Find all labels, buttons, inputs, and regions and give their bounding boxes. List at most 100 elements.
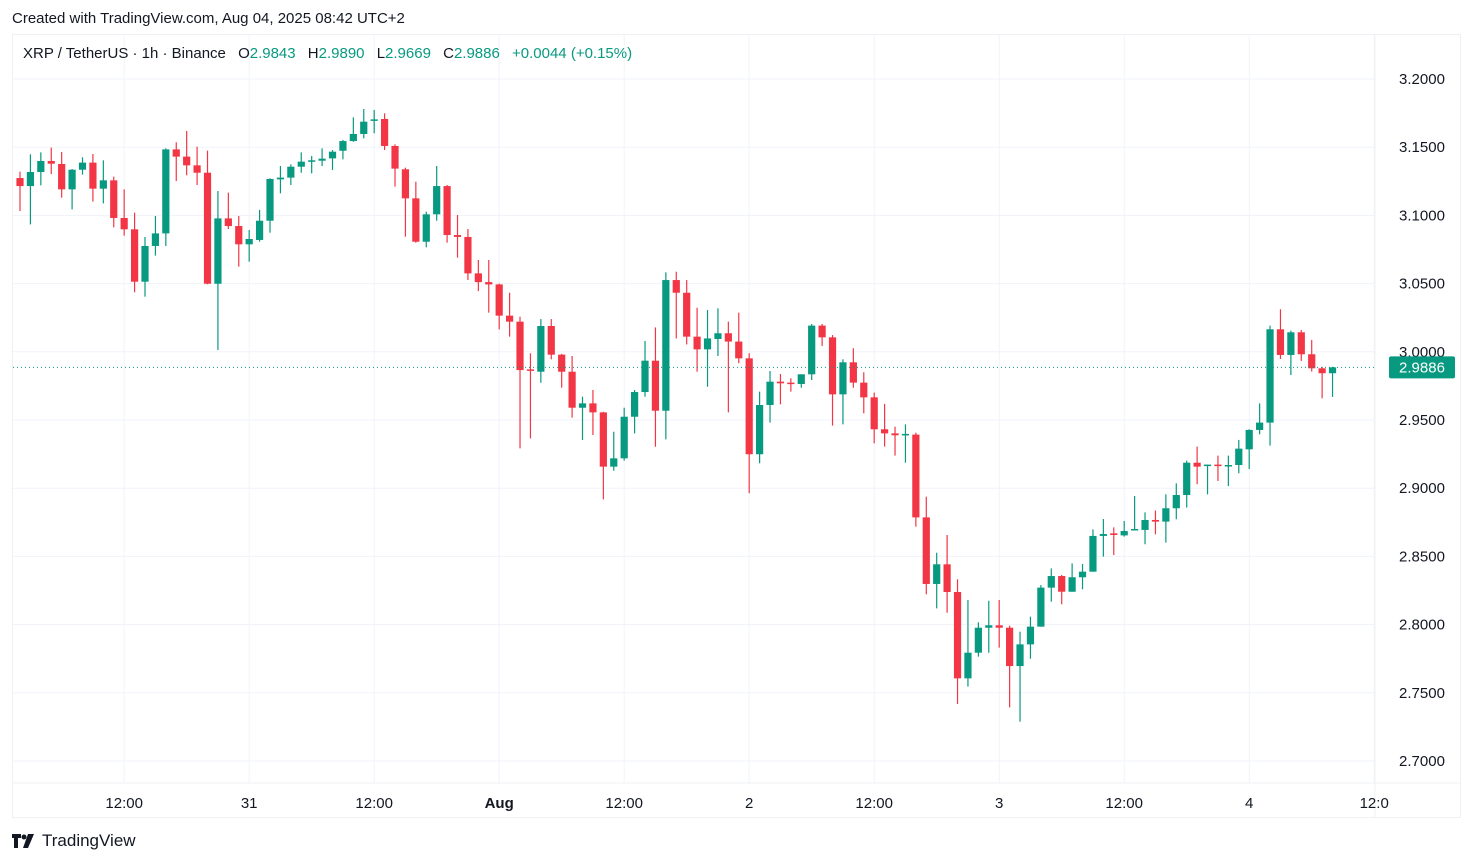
candle-body [849, 362, 857, 383]
candle [130, 212, 139, 293]
candle [849, 348, 857, 388]
candle [214, 190, 222, 351]
candle-body [58, 163, 66, 190]
candle [683, 280, 691, 345]
candle-body [776, 381, 785, 384]
candle-body [505, 315, 514, 322]
candle [78, 157, 87, 175]
price-tick-label: 2.7000 [1399, 753, 1445, 770]
candle-body [714, 333, 722, 339]
time-tick-label: 12:00 [1105, 795, 1143, 812]
candle-body [651, 360, 660, 411]
candle-body [255, 220, 264, 240]
candle [953, 579, 962, 704]
candle [776, 374, 785, 405]
last-price-badge [1389, 356, 1455, 379]
candle [162, 148, 170, 246]
candle [1172, 483, 1180, 520]
candle [714, 308, 722, 357]
candle [1006, 625, 1014, 708]
candle [589, 389, 597, 436]
candle [339, 139, 347, 160]
candle [99, 160, 107, 204]
candle [568, 356, 576, 418]
candle [599, 411, 607, 500]
candle-body [1078, 571, 1087, 578]
candle [1287, 330, 1295, 375]
candle-body [349, 133, 357, 142]
candle-body [68, 169, 76, 190]
candle-body [287, 166, 295, 178]
candle [1016, 631, 1024, 722]
candle-body [78, 162, 87, 170]
candle [547, 319, 555, 360]
candle [1214, 455, 1222, 481]
candle-body [360, 121, 368, 134]
candle-body [756, 404, 764, 455]
candle-body [1276, 329, 1285, 355]
candle [1058, 574, 1066, 605]
candle [193, 146, 201, 185]
candle-body [37, 160, 45, 173]
candle-body [662, 280, 670, 411]
candle [1318, 366, 1326, 399]
candle-body [130, 229, 139, 282]
candle [610, 431, 618, 471]
candle-body [495, 284, 503, 316]
candle-body [391, 145, 399, 169]
candle [1245, 429, 1253, 469]
candle-body [1318, 368, 1326, 374]
candle [349, 117, 357, 142]
high-value: 2.9890 [318, 45, 365, 62]
price-tick-label: 3.1500 [1399, 139, 1445, 156]
candle [183, 130, 191, 176]
candle-body [1131, 528, 1139, 531]
candle [89, 154, 97, 202]
candle-body [1256, 422, 1264, 430]
candle [203, 150, 212, 285]
candle-body [1224, 465, 1232, 467]
candle [1162, 494, 1170, 543]
candle-body [297, 161, 305, 167]
candle-body [703, 338, 712, 350]
candle-body [1110, 533, 1118, 535]
candle [881, 403, 889, 447]
candle [255, 209, 264, 242]
candle [891, 426, 899, 456]
tradingview-logo[interactable]: TradingView [12, 831, 136, 851]
candle-body [818, 325, 826, 338]
candle-body [120, 217, 128, 230]
candle [526, 353, 535, 439]
candle-body [1172, 495, 1180, 509]
candle [1297, 329, 1305, 361]
candle [58, 151, 66, 198]
candle [724, 321, 732, 413]
low-value: 2.9669 [385, 45, 431, 62]
candle-body [1068, 577, 1076, 592]
candle [120, 189, 128, 236]
candle [1328, 366, 1337, 397]
candle [474, 260, 482, 292]
high-label: H [307, 45, 319, 62]
candle-body [266, 178, 274, 221]
time-tick-label: 4 [1245, 795, 1253, 812]
candle [1256, 403, 1264, 435]
symbol-info[interactable]: XRP / TetherUS · 1h · Binance [23, 45, 226, 62]
candle-body [1235, 448, 1243, 466]
candle-body [547, 326, 555, 355]
candle [1183, 460, 1191, 508]
low-label: L [376, 45, 386, 62]
candle-body [328, 151, 337, 159]
candle [641, 341, 649, 397]
candle [110, 176, 118, 228]
candle [860, 372, 868, 414]
candle-body [26, 172, 35, 187]
candle-body [516, 321, 524, 371]
candle [662, 272, 670, 440]
candle [818, 323, 826, 346]
candle-body [953, 592, 962, 679]
time-tick-label: 12:00 [605, 795, 643, 812]
candle [651, 327, 660, 447]
candle-body [1193, 462, 1201, 467]
